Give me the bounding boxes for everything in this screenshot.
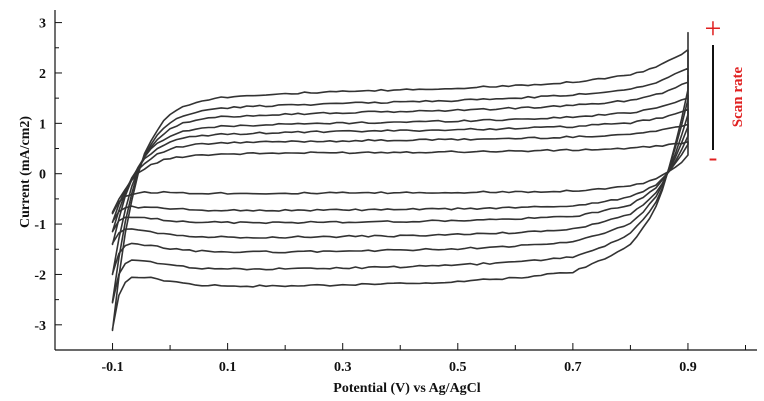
x-axis-label: Potential (V) vs Ag/AgCl: [333, 381, 480, 396]
cv-loop-7: [111, 31, 689, 332]
y-tick-label: 3: [39, 17, 46, 32]
y-tick-label: 1: [39, 117, 46, 132]
x-tick-label: 0.9: [679, 360, 697, 375]
x-tick-label: 0.3: [334, 360, 352, 375]
cv-curves: [111, 31, 689, 332]
x-tick-label: -0.1: [101, 360, 123, 375]
cv-loop-1: [111, 140, 689, 215]
y-axis-label: Current (mA/cm2): [18, 116, 33, 228]
x-tick-label: 0.5: [449, 360, 467, 375]
axes: [54, 10, 757, 351]
x-tick-label: 0.7: [564, 360, 582, 375]
cv-loop-3: [111, 108, 689, 233]
cv-loop-2: [111, 123, 689, 224]
scan-rate-minus: -: [709, 143, 718, 172]
cv-loop-6: [111, 49, 689, 304]
cv-loop-5: [111, 74, 689, 276]
tick-labels: 3 2 1 0 -1 -2 -3 -0.1 0.1 0.3 0.5 0.7 0.9: [34, 17, 696, 375]
y-tick-label: -3: [34, 319, 46, 334]
y-tick-label: 2: [39, 67, 46, 82]
scan-rate-label: Scan rate: [730, 66, 746, 127]
scan-rate-plus: +: [705, 12, 722, 45]
y-tick-label: -2: [34, 268, 46, 283]
x-tick-label: 0.1: [219, 360, 237, 375]
scan-rate-annotation: + - Scan rate: [705, 12, 746, 172]
y-tick-label: 0: [39, 168, 46, 183]
y-tick-label: -1: [34, 218, 46, 233]
